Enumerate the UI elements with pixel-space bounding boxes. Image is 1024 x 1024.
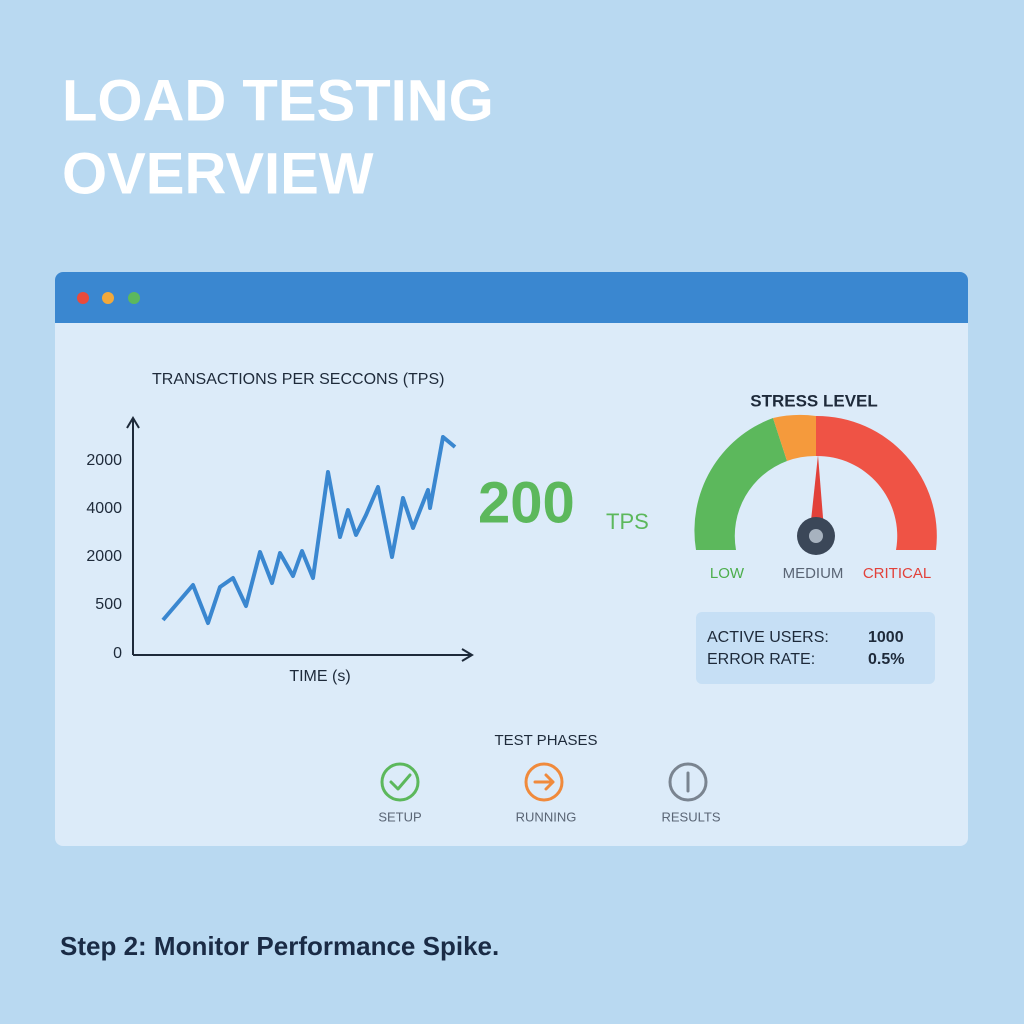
chart-title: TRANSACTIONS PER SECCONS (TPS) xyxy=(152,371,444,388)
stat-label: ERROR RATE: xyxy=(707,651,815,668)
phase-label: RESULTS xyxy=(662,809,721,824)
gauge-medium xyxy=(773,414,816,461)
results-icon xyxy=(668,762,708,802)
phase-label: SETUP xyxy=(378,809,421,824)
gauge-critical xyxy=(816,415,937,550)
gauge-label: CRITICAL xyxy=(863,565,931,582)
x-axis xyxy=(133,648,474,662)
y-tick-label: 4000 xyxy=(86,500,122,517)
running-icon xyxy=(524,762,564,802)
phases-title: TEST PHASES xyxy=(494,732,597,749)
close-button[interactable] xyxy=(77,292,89,304)
check-mark xyxy=(389,773,412,791)
axes xyxy=(126,416,474,662)
x-axis-label: TIME (s) xyxy=(289,668,350,685)
minimize-button[interactable] xyxy=(102,292,114,304)
gauge-low xyxy=(694,418,787,550)
y-tick-label: 2000 xyxy=(86,548,122,565)
stat-label: ACTIVE USERS: xyxy=(707,629,829,646)
footer-caption: Step 2: Monitor Performance Spike. xyxy=(60,931,499,961)
title-line: OVERVIEW xyxy=(62,141,374,206)
metric-unit: TPS xyxy=(606,509,649,534)
stat-value: 1000 xyxy=(868,629,904,646)
arrow xyxy=(533,773,555,791)
title-line: LOAD TESTING xyxy=(62,68,494,133)
gauge-hub-center xyxy=(809,529,823,543)
phase-icons xyxy=(380,762,708,802)
y-tick-label: 500 xyxy=(95,596,122,613)
gauge-label: MEDIUM xyxy=(783,565,844,582)
y-axis xyxy=(126,416,140,655)
stat-value: 0.5% xyxy=(868,651,904,668)
setup-icon xyxy=(380,762,420,802)
stats-box xyxy=(696,612,935,684)
y-tick-label: 2000 xyxy=(86,452,122,469)
phase-label: RUNNING xyxy=(516,809,577,824)
window xyxy=(55,272,968,846)
y-tick-label: 0 xyxy=(113,645,122,662)
metric-value: 200 xyxy=(478,470,575,535)
window-titlebar xyxy=(55,272,968,323)
maximize-button[interactable] xyxy=(128,292,140,304)
gauge-title: STRESS LEVEL xyxy=(750,391,878,410)
gauge-label: LOW xyxy=(710,565,745,582)
gauge-needle xyxy=(810,455,824,530)
tps-line xyxy=(161,435,457,625)
